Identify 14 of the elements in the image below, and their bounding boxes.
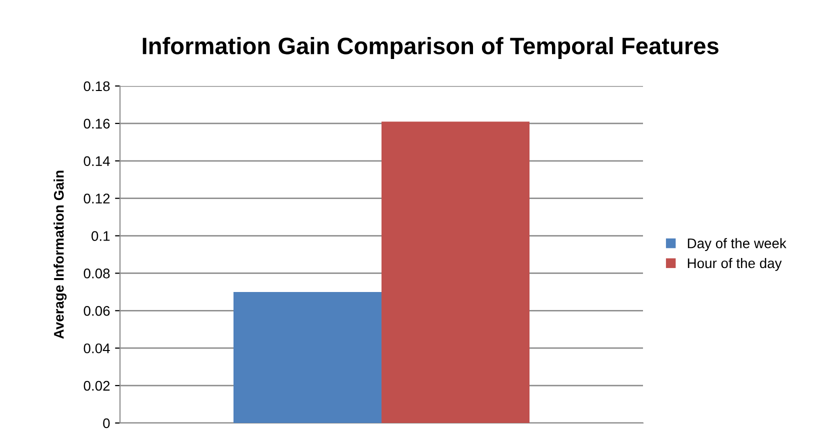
y-tick-label: 0.1 [92, 231, 110, 241]
y-tick-label: 0.08 [84, 268, 110, 278]
y-tick-label: 0.14 [84, 156, 110, 166]
y-tick-label: 0.18 [84, 81, 110, 92]
y-axis-title: Average Information Gain [54, 170, 67, 339]
legend-label: Hour of the day [688, 258, 782, 271]
y-tick-label: 0 [103, 418, 110, 428]
y-tick-label: 0.12 [84, 194, 110, 204]
legend-label: Day of the week [688, 238, 786, 252]
y-tick-label: 0.02 [84, 380, 110, 391]
y-tick-label: 0.06 [84, 306, 110, 316]
y-tick-label: 0.04 [84, 343, 110, 354]
y-tick-label: 0.16 [84, 118, 110, 129]
chart-title: Information Gain Comparison of Temporal Features [142, 36, 718, 60]
